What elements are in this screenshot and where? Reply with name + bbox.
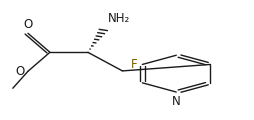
Text: O: O [16,65,25,78]
Text: NH₂: NH₂ [107,12,130,25]
Text: N: N [172,95,181,108]
Text: F: F [131,58,138,71]
Text: O: O [23,18,33,31]
